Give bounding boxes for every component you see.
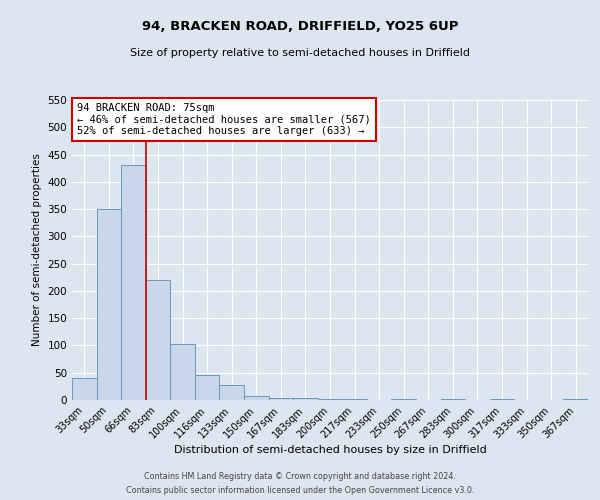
Bar xyxy=(97,209,121,400)
Text: 94 BRACKEN ROAD: 75sqm
← 46% of semi-detached houses are smaller (567)
52% of se: 94 BRACKEN ROAD: 75sqm ← 46% of semi-det… xyxy=(77,103,371,136)
Bar xyxy=(195,376,220,400)
Bar xyxy=(244,396,269,400)
Bar xyxy=(563,399,588,400)
X-axis label: Distribution of semi-detached houses by size in Driffield: Distribution of semi-detached houses by … xyxy=(173,446,487,456)
Bar xyxy=(146,280,170,400)
Text: Contains public sector information licensed under the Open Government Licence v3: Contains public sector information licen… xyxy=(126,486,474,495)
Bar xyxy=(220,386,244,400)
Y-axis label: Number of semi-detached properties: Number of semi-detached properties xyxy=(32,154,42,346)
Bar xyxy=(318,399,342,400)
Text: Contains HM Land Registry data © Crown copyright and database right 2024.: Contains HM Land Registry data © Crown c… xyxy=(144,472,456,481)
Bar xyxy=(269,398,293,400)
Bar xyxy=(440,399,465,400)
Text: 94, BRACKEN ROAD, DRIFFIELD, YO25 6UP: 94, BRACKEN ROAD, DRIFFIELD, YO25 6UP xyxy=(142,20,458,33)
Bar xyxy=(72,378,97,400)
Bar xyxy=(391,399,416,400)
Bar xyxy=(170,344,195,400)
Bar xyxy=(293,398,318,400)
Bar xyxy=(342,399,367,400)
Bar xyxy=(490,399,514,400)
Text: Size of property relative to semi-detached houses in Driffield: Size of property relative to semi-detach… xyxy=(130,48,470,58)
Bar xyxy=(121,166,146,400)
